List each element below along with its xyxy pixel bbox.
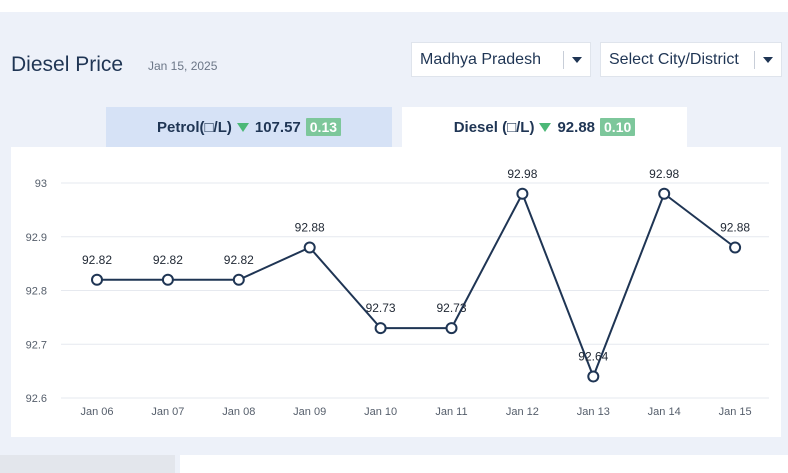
chevron-down-icon[interactable] — [572, 56, 582, 63]
data-point — [232, 273, 245, 286]
tab-diesel[interactable]: Diesel (□/L) 92.88 0.10 — [402, 107, 687, 147]
tab-petrol-change-badge: 0.13 — [305, 118, 342, 136]
x-tick-label: Jan 15 — [719, 406, 752, 418]
price-line-chart: 92.6 92.7 92.8 92.9 93 Jan 06 Jan 07 Jan 08 Jan … — [26, 167, 769, 418]
data-label: 92.88 — [720, 221, 750, 235]
footer-panel-right — [180, 455, 788, 473]
tab-petrol-label: Petrol(□/L) — [156, 118, 232, 136]
x-tick-label: Jan 06 — [80, 406, 113, 418]
down-arrow-icon — [236, 122, 249, 132]
data-label: 92.73 — [366, 301, 396, 315]
y-tick-label: 92.8 — [26, 286, 47, 298]
x-tick-label: Jan 13 — [577, 406, 610, 418]
data-point — [587, 370, 600, 383]
x-tick-label: Jan 11 — [435, 406, 467, 418]
data-label: 92.98 — [507, 167, 537, 181]
data-point — [374, 322, 387, 335]
top-strip — [0, 0, 788, 12]
x-tick-label: Jan 12 — [506, 406, 539, 418]
tab-diesel-price: 92.88 — [557, 118, 596, 136]
x-tick-label: Jan 09 — [293, 406, 326, 418]
series-line — [97, 192, 736, 378]
select-divider — [563, 50, 564, 69]
data-point — [91, 273, 103, 286]
x-tick-label: Jan 10 — [364, 406, 397, 418]
data-point — [445, 322, 458, 335]
x-tick-label: Jan 08 — [222, 406, 255, 418]
data-point — [516, 187, 529, 200]
tab-diesel-label: Diesel (□/L) — [453, 118, 535, 136]
city-select[interactable]: Select City/District — [600, 42, 782, 77]
data-label: 92.82 — [153, 253, 183, 267]
tab-diesel-change-badge: 0.10 — [600, 118, 636, 136]
data-label: 92.98 — [649, 167, 679, 181]
data-label: 92.64 — [578, 350, 608, 364]
price-date: Jan 15, 2025 — [148, 59, 218, 73]
footer-panel-left — [0, 455, 175, 473]
data-point — [303, 241, 316, 254]
data-point — [729, 241, 742, 254]
x-tick-label: Jan 07 — [151, 406, 184, 418]
y-tick-label: 92.7 — [26, 339, 47, 351]
y-tick-label: 92.6 — [26, 393, 47, 405]
state-select-value: Madhya Pradesh — [420, 50, 541, 68]
chevron-down-icon[interactable] — [763, 56, 773, 63]
x-tick-label: Jan 14 — [648, 406, 681, 418]
page-title: Diesel Price — [11, 53, 124, 76]
y-tick-label: 92.9 — [26, 232, 47, 244]
tab-petrol-price: 107.57 — [254, 118, 301, 136]
data-point — [658, 187, 671, 200]
y-tick-label: 93 — [35, 178, 47, 190]
data-label: 92.73 — [436, 301, 466, 315]
data-point — [161, 273, 174, 286]
data-label: 92.82 — [224, 253, 254, 267]
select-divider — [754, 50, 755, 69]
tab-petrol[interactable]: Petrol(□/L) 107.57 0.13 — [106, 107, 392, 147]
chart-card: 92.6 92.7 92.8 92.9 93 Jan 06 Jan 07 Jan 08 Jan … — [11, 147, 781, 437]
data-label: 92.88 — [295, 221, 325, 235]
data-label: 92.82 — [82, 253, 112, 267]
city-select-value: Select City/District — [609, 50, 739, 68]
state-select[interactable]: Madhya Pradesh — [411, 42, 591, 77]
down-arrow-icon — [539, 122, 552, 132]
